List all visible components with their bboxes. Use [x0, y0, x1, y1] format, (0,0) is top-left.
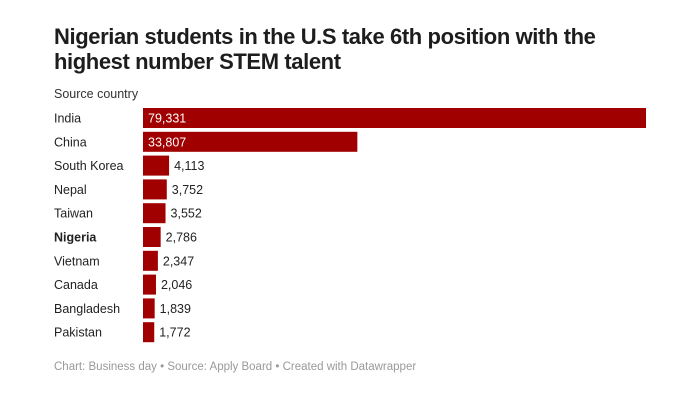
bar-nepal: [143, 179, 167, 200]
bar-canada: [143, 274, 156, 295]
value-label: 1,839: [160, 302, 191, 316]
value-label: 3,752: [172, 183, 203, 197]
column-header: Source country: [54, 87, 139, 101]
bar-taiwan: [143, 203, 166, 224]
bar-india: [143, 108, 646, 128]
chart-footer: Chart: Business day • Source: Apply Boar…: [54, 361, 417, 373]
value-label: 1,772: [159, 326, 190, 340]
category-label: Pakistan: [54, 326, 102, 340]
bar-china: [143, 131, 358, 152]
category-label: China: [54, 135, 87, 149]
category-label: South Korea: [54, 159, 124, 173]
category-label: Bangladesh: [54, 302, 120, 316]
value-label: 4,113: [174, 159, 204, 173]
category-label: Nepal: [54, 183, 87, 197]
value-label: 2,046: [161, 278, 192, 292]
value-label: 33,807: [148, 135, 186, 149]
value-label: 3,552: [171, 207, 202, 221]
bar-vietnam: [143, 250, 158, 271]
bar-nigeria: [143, 227, 161, 247]
value-label: 2,347: [163, 254, 194, 268]
category-label: Nigeria: [54, 231, 97, 245]
chart-title: Nigerian students in the U.S take 6th po…: [54, 24, 596, 74]
category-label: Taiwan: [54, 207, 93, 221]
category-label: India: [54, 112, 81, 126]
value-label: 79,331: [148, 112, 186, 126]
category-label: Canada: [54, 278, 98, 292]
bar-bangladesh: [143, 298, 155, 319]
category-label: Vietnam: [54, 254, 100, 268]
value-label: 2,786: [166, 231, 197, 245]
bar-south-korea: [143, 155, 170, 176]
bar-pakistan: [143, 322, 155, 343]
